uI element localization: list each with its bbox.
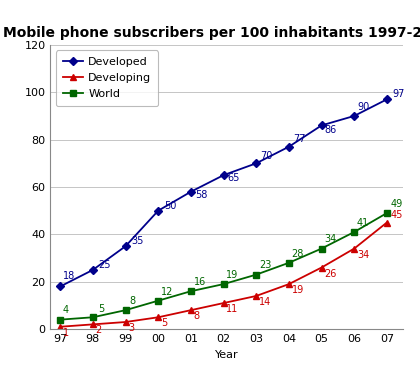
Line: World: World: [57, 210, 390, 323]
Line: Developing: Developing: [57, 219, 390, 330]
World: [123, 308, 128, 312]
Developed: [384, 97, 389, 102]
World: [188, 289, 193, 294]
Title: Mobile phone subscribers per 100 inhabitants 1997-2007: Mobile phone subscribers per 100 inhabit…: [3, 25, 420, 40]
Developed: [188, 190, 193, 194]
Text: 8: 8: [194, 311, 200, 321]
Developing: [188, 308, 193, 312]
X-axis label: Year: Year: [215, 350, 239, 359]
World: [90, 315, 95, 319]
Text: 8: 8: [130, 296, 136, 306]
Developing: [384, 220, 389, 225]
Developed: [286, 144, 291, 149]
World: [156, 298, 161, 303]
Developed: [254, 161, 259, 166]
World: [221, 282, 226, 286]
Text: 70: 70: [260, 151, 273, 160]
Text: 77: 77: [293, 134, 305, 144]
Text: 3: 3: [129, 323, 134, 333]
Developed: [319, 123, 324, 128]
Text: 90: 90: [357, 102, 369, 112]
Developed: [90, 268, 95, 272]
Text: 19: 19: [291, 285, 304, 295]
Text: 28: 28: [291, 249, 304, 259]
Text: 34: 34: [357, 250, 369, 260]
Text: 5: 5: [161, 318, 167, 328]
Developed: [221, 173, 226, 177]
Text: 26: 26: [324, 269, 337, 279]
Developed: [123, 244, 128, 248]
Text: 16: 16: [194, 277, 206, 287]
Text: 41: 41: [357, 218, 369, 228]
Text: 14: 14: [259, 297, 271, 307]
World: [384, 211, 389, 215]
Text: 5: 5: [98, 304, 105, 315]
Text: 18: 18: [63, 271, 75, 281]
Text: 12: 12: [161, 286, 173, 297]
Text: 97: 97: [392, 89, 405, 99]
World: [352, 230, 357, 234]
Developing: [286, 282, 291, 286]
Text: 4: 4: [63, 306, 69, 316]
Developed: [156, 208, 161, 213]
Developed: [58, 284, 63, 289]
Developing: [352, 246, 357, 251]
Developing: [123, 320, 128, 324]
Line: Developed: Developed: [57, 96, 390, 289]
Developed: [352, 114, 357, 118]
Developing: [156, 315, 161, 319]
Text: 19: 19: [226, 270, 239, 280]
Text: 49: 49: [391, 199, 403, 209]
Text: 11: 11: [226, 304, 239, 314]
Developing: [58, 325, 63, 329]
World: [254, 272, 259, 277]
Text: 86: 86: [324, 125, 336, 135]
Text: 23: 23: [259, 260, 271, 270]
Text: 1: 1: [63, 328, 69, 338]
Text: 58: 58: [195, 190, 207, 200]
Text: 65: 65: [228, 174, 240, 184]
Developing: [254, 294, 259, 298]
Developing: [319, 265, 324, 270]
Developing: [90, 322, 95, 327]
Text: 45: 45: [391, 210, 403, 220]
Legend: Developed, Developing, World: Developed, Developing, World: [56, 50, 158, 106]
Text: 34: 34: [324, 234, 336, 245]
Developing: [221, 301, 226, 305]
World: [286, 261, 291, 265]
World: [58, 318, 63, 322]
Text: 2: 2: [96, 325, 102, 335]
Text: 35: 35: [131, 236, 144, 246]
Text: 25: 25: [98, 260, 111, 270]
World: [319, 246, 324, 251]
Text: 50: 50: [164, 201, 176, 211]
